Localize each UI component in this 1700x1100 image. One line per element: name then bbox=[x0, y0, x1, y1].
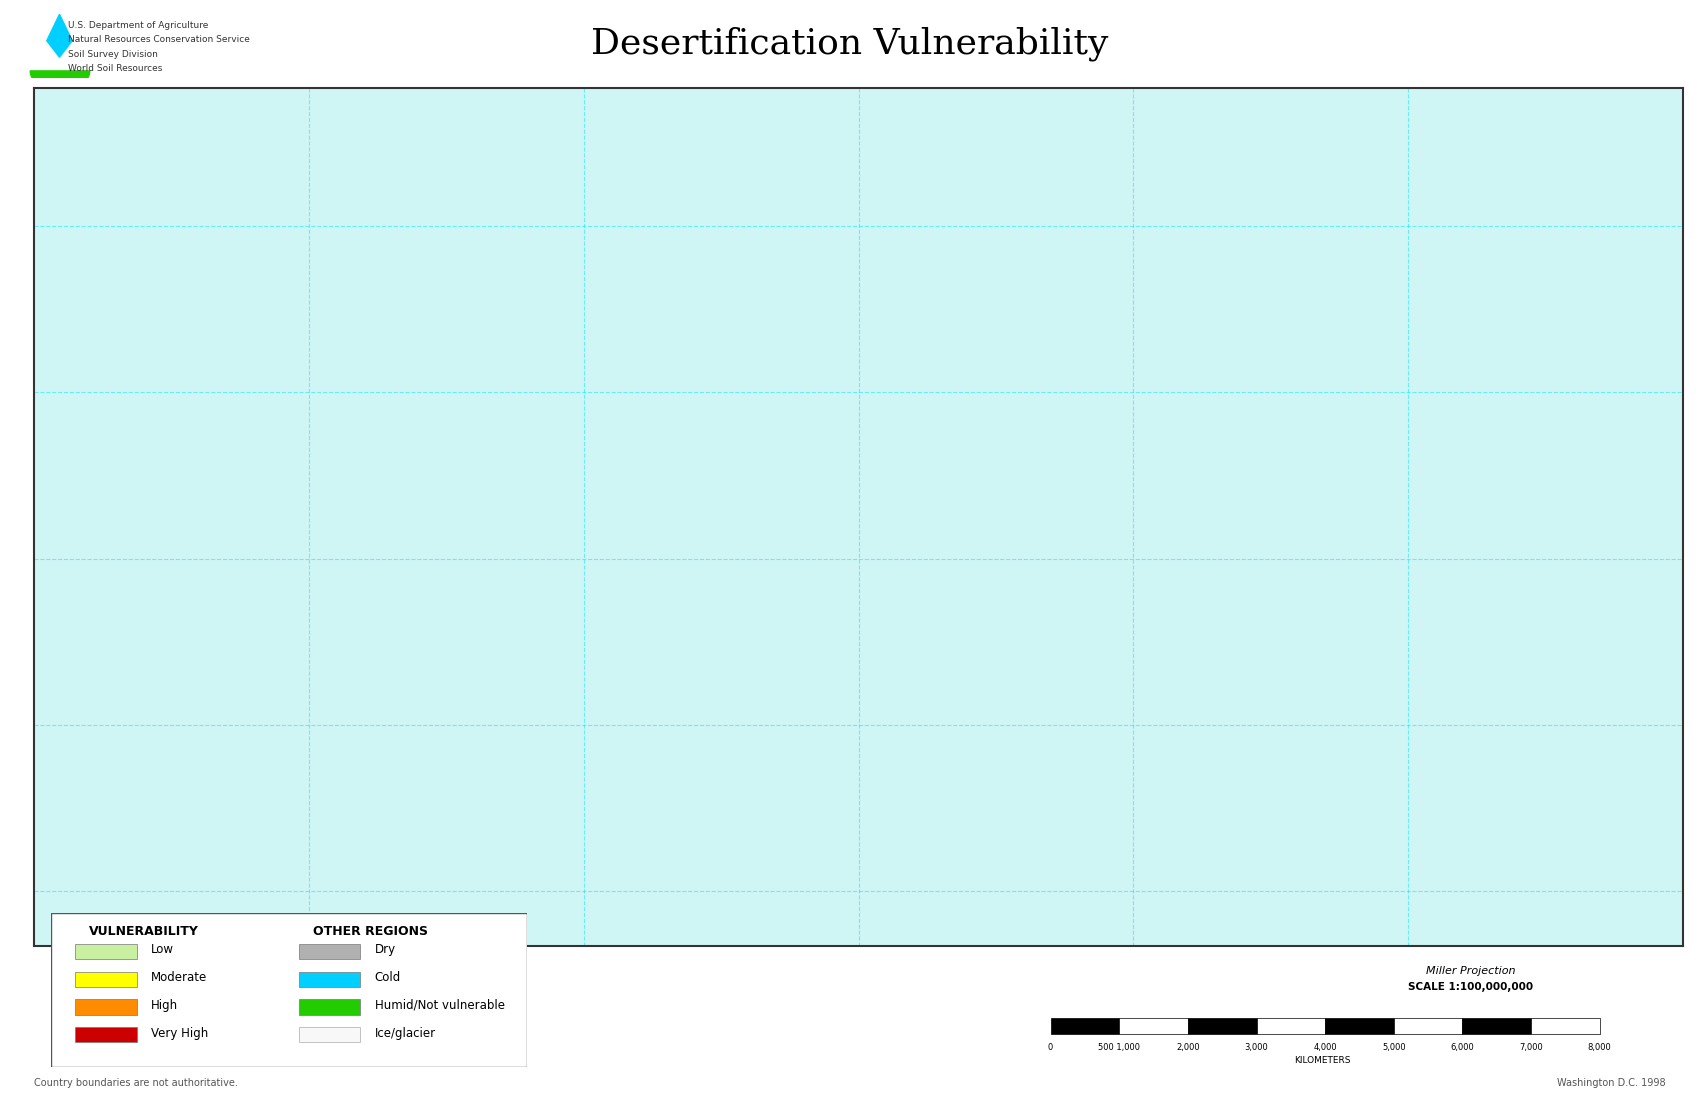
Text: 4,000: 4,000 bbox=[1314, 1043, 1336, 1052]
Text: KILOMETERS: KILOMETERS bbox=[1294, 1056, 1350, 1065]
Bar bbox=[299, 999, 360, 1014]
Text: 6,000: 6,000 bbox=[1450, 1043, 1474, 1052]
Bar bbox=[1394, 1018, 1462, 1034]
Text: Moderate: Moderate bbox=[151, 971, 207, 984]
Bar bbox=[299, 944, 360, 959]
Text: Country boundaries are not authoritative.: Country boundaries are not authoritative… bbox=[34, 1078, 238, 1089]
Text: Humid/Not vulnerable: Humid/Not vulnerable bbox=[374, 999, 505, 1012]
Bar bbox=[1532, 1018, 1600, 1034]
Text: Washington D.C. 1998: Washington D.C. 1998 bbox=[1557, 1078, 1666, 1089]
Text: World Soil Resources: World Soil Resources bbox=[68, 65, 163, 74]
Text: SCALE 1:100,000,000: SCALE 1:100,000,000 bbox=[1408, 982, 1533, 992]
Text: U.S. Department of Agriculture: U.S. Department of Agriculture bbox=[68, 21, 209, 30]
Bar bbox=[1326, 1018, 1394, 1034]
Text: Very High: Very High bbox=[151, 1026, 207, 1039]
Bar bbox=[1462, 1018, 1532, 1034]
Bar bbox=[1188, 1018, 1256, 1034]
Bar bbox=[1051, 1018, 1119, 1034]
Text: Desertification Vulnerability: Desertification Vulnerability bbox=[592, 26, 1108, 62]
Text: Natural Resources Conservation Service: Natural Resources Conservation Service bbox=[68, 35, 250, 44]
Bar bbox=[75, 971, 136, 987]
Bar bbox=[75, 1027, 136, 1043]
Text: 7,000: 7,000 bbox=[1520, 1043, 1544, 1052]
Text: 2,000: 2,000 bbox=[1176, 1043, 1200, 1052]
Text: Ice/glacier: Ice/glacier bbox=[374, 1026, 435, 1039]
Text: 5,000: 5,000 bbox=[1382, 1043, 1406, 1052]
Text: OTHER REGIONS: OTHER REGIONS bbox=[313, 925, 428, 938]
Bar bbox=[1256, 1018, 1324, 1034]
Text: Dry: Dry bbox=[374, 944, 396, 957]
Bar bbox=[75, 999, 136, 1014]
Text: Soil Survey Division: Soil Survey Division bbox=[68, 50, 158, 59]
Bar bbox=[75, 944, 136, 959]
Text: VULNERABILITY: VULNERABILITY bbox=[88, 925, 199, 938]
Text: 3,000: 3,000 bbox=[1244, 1043, 1268, 1052]
Text: 8,000: 8,000 bbox=[1588, 1043, 1612, 1052]
FancyBboxPatch shape bbox=[51, 913, 527, 1067]
Text: 0: 0 bbox=[1047, 1043, 1054, 1052]
Text: Low: Low bbox=[151, 944, 173, 957]
Polygon shape bbox=[46, 14, 71, 57]
Text: High: High bbox=[151, 999, 178, 1012]
Text: Cold: Cold bbox=[374, 971, 401, 984]
Bar bbox=[299, 1027, 360, 1043]
Bar bbox=[299, 971, 360, 987]
Bar bbox=[1119, 1018, 1188, 1034]
Text: 500 1,000: 500 1,000 bbox=[1098, 1043, 1141, 1052]
Text: Miller Projection: Miller Projection bbox=[1426, 966, 1515, 976]
